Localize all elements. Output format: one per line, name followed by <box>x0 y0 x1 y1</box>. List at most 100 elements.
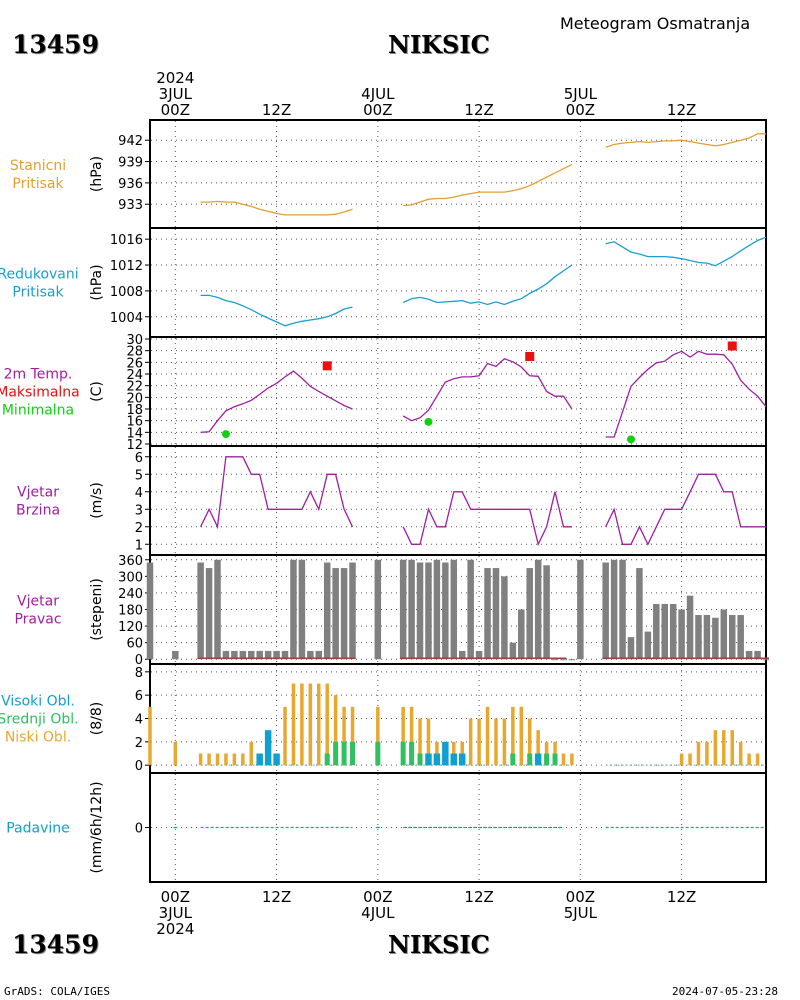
wind-direction-bar <box>172 650 179 660</box>
cloud-bar <box>458 753 466 766</box>
wind-direction-bar <box>551 659 559 661</box>
wind-direction-bar <box>712 617 719 660</box>
panel-label: Redukovani <box>0 267 79 283</box>
y-tick-label: 300 <box>118 570 143 585</box>
y-tick-label: 3 <box>135 503 143 518</box>
y-tick-label: 16 <box>126 415 143 430</box>
wind-direction-bar <box>526 568 533 660</box>
wind-direction-bar <box>728 615 736 660</box>
wind_speed-line <box>605 473 766 546</box>
station-id-top: 13459 <box>12 30 99 59</box>
wind-direction-bar <box>425 562 432 660</box>
cloud-bar <box>232 753 237 766</box>
panel-label: Niski Obl. <box>5 730 71 746</box>
cloud-bar <box>341 741 347 766</box>
y-tick-label: 20 <box>126 391 143 406</box>
wind-direction-bar <box>458 650 466 660</box>
time-label-bottom: 4JUL <box>361 904 395 922</box>
cloud-bar <box>738 741 743 766</box>
cloud-bar <box>350 706 355 766</box>
cloud-bar <box>747 753 751 766</box>
credit-text: GrADS: COLA/IGES <box>4 985 110 998</box>
cloud-bar <box>552 753 558 766</box>
cloud-bar <box>409 741 415 766</box>
time-label-bottom: 2024 <box>156 920 194 938</box>
cloud-bar <box>350 741 356 766</box>
wind-direction-bar <box>408 559 415 660</box>
cloud-bar <box>400 741 406 766</box>
cloud-bar <box>494 718 498 766</box>
panel-label: Vjetar <box>17 594 59 610</box>
cloud-bar <box>426 718 431 766</box>
y-axis-label: (hPa) <box>89 264 105 300</box>
min-temp-marker <box>424 417 433 426</box>
wind-direction-bar <box>264 650 272 660</box>
cloud-bar <box>207 753 211 766</box>
wind-direction-bar <box>610 559 618 660</box>
wind-direction-bar <box>762 659 770 661</box>
cloud-bar <box>173 741 178 766</box>
y-tick-label: 4 <box>135 486 143 501</box>
wind-direction-bar <box>450 559 458 660</box>
cloud-bar <box>300 683 304 766</box>
panel-label: Minimalna <box>2 403 74 419</box>
panel-label: Padavine <box>6 821 70 837</box>
time-label-top: 4JUL <box>361 85 395 103</box>
cloud-bar <box>442 741 449 766</box>
wind-direction-bar <box>433 559 441 660</box>
cloud-bar <box>561 753 566 766</box>
wind-direction-bar <box>340 568 348 660</box>
wind_speed-line <box>200 456 354 530</box>
y-tick-label: 8 <box>135 666 143 681</box>
station_pressure-line <box>605 133 766 148</box>
y-tick-label: 60 <box>126 637 143 652</box>
cloud-bar <box>536 730 540 766</box>
y-tick-label: 1008 <box>110 285 143 300</box>
wind-direction-bar <box>560 659 567 661</box>
cloud-bar <box>224 753 228 766</box>
wind-direction-bar <box>509 642 517 660</box>
cloud-bar <box>256 753 263 766</box>
wind-direction-bar <box>290 559 297 660</box>
panel-frame <box>149 336 767 447</box>
wind-direction-bar <box>307 650 314 660</box>
time-label-top: 00Z <box>161 101 190 119</box>
wind-direction-bar <box>349 562 356 660</box>
cloud-bar <box>409 706 414 766</box>
cloud-bar <box>477 718 481 766</box>
wind-direction-bar <box>484 568 491 660</box>
wind-direction-bar <box>754 650 761 660</box>
y-tick-label: 28 <box>126 345 143 360</box>
wind-direction-bar <box>619 559 626 660</box>
y-tick-label: 2 <box>135 521 143 536</box>
cloud-bar <box>570 753 574 766</box>
cloud-bar <box>317 683 321 766</box>
time-label-bottom: 00Z <box>363 888 392 906</box>
y-tick-label: 120 <box>118 620 143 635</box>
min-temp-marker <box>221 430 230 439</box>
wind-direction-bar <box>636 568 643 660</box>
cloud-bar <box>527 753 533 766</box>
panel-reduced_pressure <box>145 227 767 338</box>
wind-direction-bar <box>315 650 323 660</box>
cloud-bar <box>519 706 524 766</box>
y-tick-label: 6 <box>135 689 143 704</box>
panel-label: Pritisak <box>12 285 64 301</box>
station-id-bottom: 13459 <box>12 930 99 959</box>
panel-label: Brzina <box>16 503 60 519</box>
y-tick-label: 240 <box>118 587 143 602</box>
cloud-bar <box>308 683 313 766</box>
panel-label: Srednji Obl. <box>0 712 79 728</box>
panel-temperature <box>145 336 767 447</box>
panel-label: Maksimalna <box>0 385 80 401</box>
cloud-bar <box>485 706 490 766</box>
cloud-bar <box>241 753 245 766</box>
panel-station_pressure <box>145 119 767 229</box>
time-label-top: 12Z <box>262 101 291 119</box>
time-label-top: 3JUL <box>159 85 193 103</box>
cloud-bar <box>722 730 726 766</box>
wind-direction-bar <box>416 562 424 660</box>
cloud-bar <box>730 730 734 766</box>
cloud-bar <box>283 706 287 766</box>
wind-direction-bar <box>214 559 221 660</box>
